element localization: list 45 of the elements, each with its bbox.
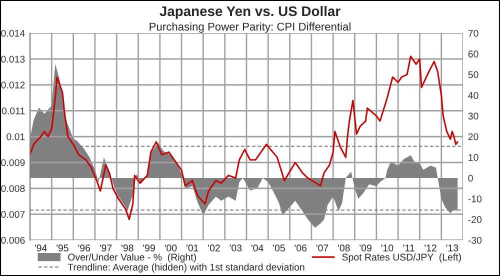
y2-tick-label: 20: [468, 133, 478, 140]
chart-subtitle: Purchasing Power Parity: CPI Differential: [150, 22, 350, 33]
x-tick-label: '13: [446, 244, 458, 252]
y-tick-label: 0.013: [1, 56, 25, 63]
x-tick-label: '94: [34, 244, 47, 252]
y-tick-label: 0.008: [1, 185, 25, 192]
y-tick-label: 0.009: [1, 159, 25, 166]
y2-tick-label: -10: [468, 195, 482, 202]
x-tick-label: '96: [78, 244, 90, 252]
legend-label: Spot Rates USD/JPY (Left): [342, 253, 461, 262]
y-tick-label: 0.014: [1, 30, 25, 37]
y-tick-label: 0.012: [1, 82, 25, 88]
x-tick-label: '01: [186, 244, 198, 252]
x-tick-label: '99: [143, 244, 155, 252]
y2-tick-label: -20: [468, 216, 482, 224]
y2-tick-label: 50: [468, 71, 478, 78]
x-tick-label: '07: [316, 244, 328, 252]
chart-title: Japanese Yen vs. US Dollar: [160, 6, 340, 19]
y2-tick-label: 60: [468, 50, 478, 58]
y2-tick-label: 40: [468, 92, 478, 99]
y2-tick-label: 70: [468, 30, 478, 37]
x-tick-label: '02: [208, 244, 220, 252]
x-tick-label: '03: [230, 244, 242, 252]
y2-tick-label: 10: [468, 154, 478, 161]
x-tick-label: '05: [273, 244, 285, 252]
x-tick-label: '08: [338, 244, 350, 252]
y-tick-label: 0.011: [2, 107, 25, 114]
legend-label: Trendline: Average (hidden) with 1st standard deviation: [68, 263, 304, 273]
y-tick-label: 0.007: [1, 210, 25, 218]
x-tick-label: '95: [56, 244, 68, 252]
legend-label: Over/Under Value - % (Right): [68, 253, 196, 262]
y-tick-label: 0.006: [1, 236, 25, 244]
x-tick-label: '11: [403, 244, 414, 252]
x-tick-label: '00: [164, 244, 177, 252]
x-tick-label: '97: [100, 244, 112, 252]
x-tick-label: '10: [381, 244, 394, 252]
x-tick-label: '09: [360, 244, 372, 252]
x-tick-label: '98: [122, 244, 134, 252]
y-tick-label: 0.01: [6, 133, 25, 140]
y2-tick-label: 30: [468, 112, 478, 120]
y2-tick-label: -30: [468, 236, 482, 244]
x-tick-label: '06: [294, 244, 307, 252]
x-tick-label: '12: [424, 244, 436, 252]
y2-tick-label: 0: [468, 174, 473, 182]
x-tick-label: '04: [251, 244, 264, 252]
